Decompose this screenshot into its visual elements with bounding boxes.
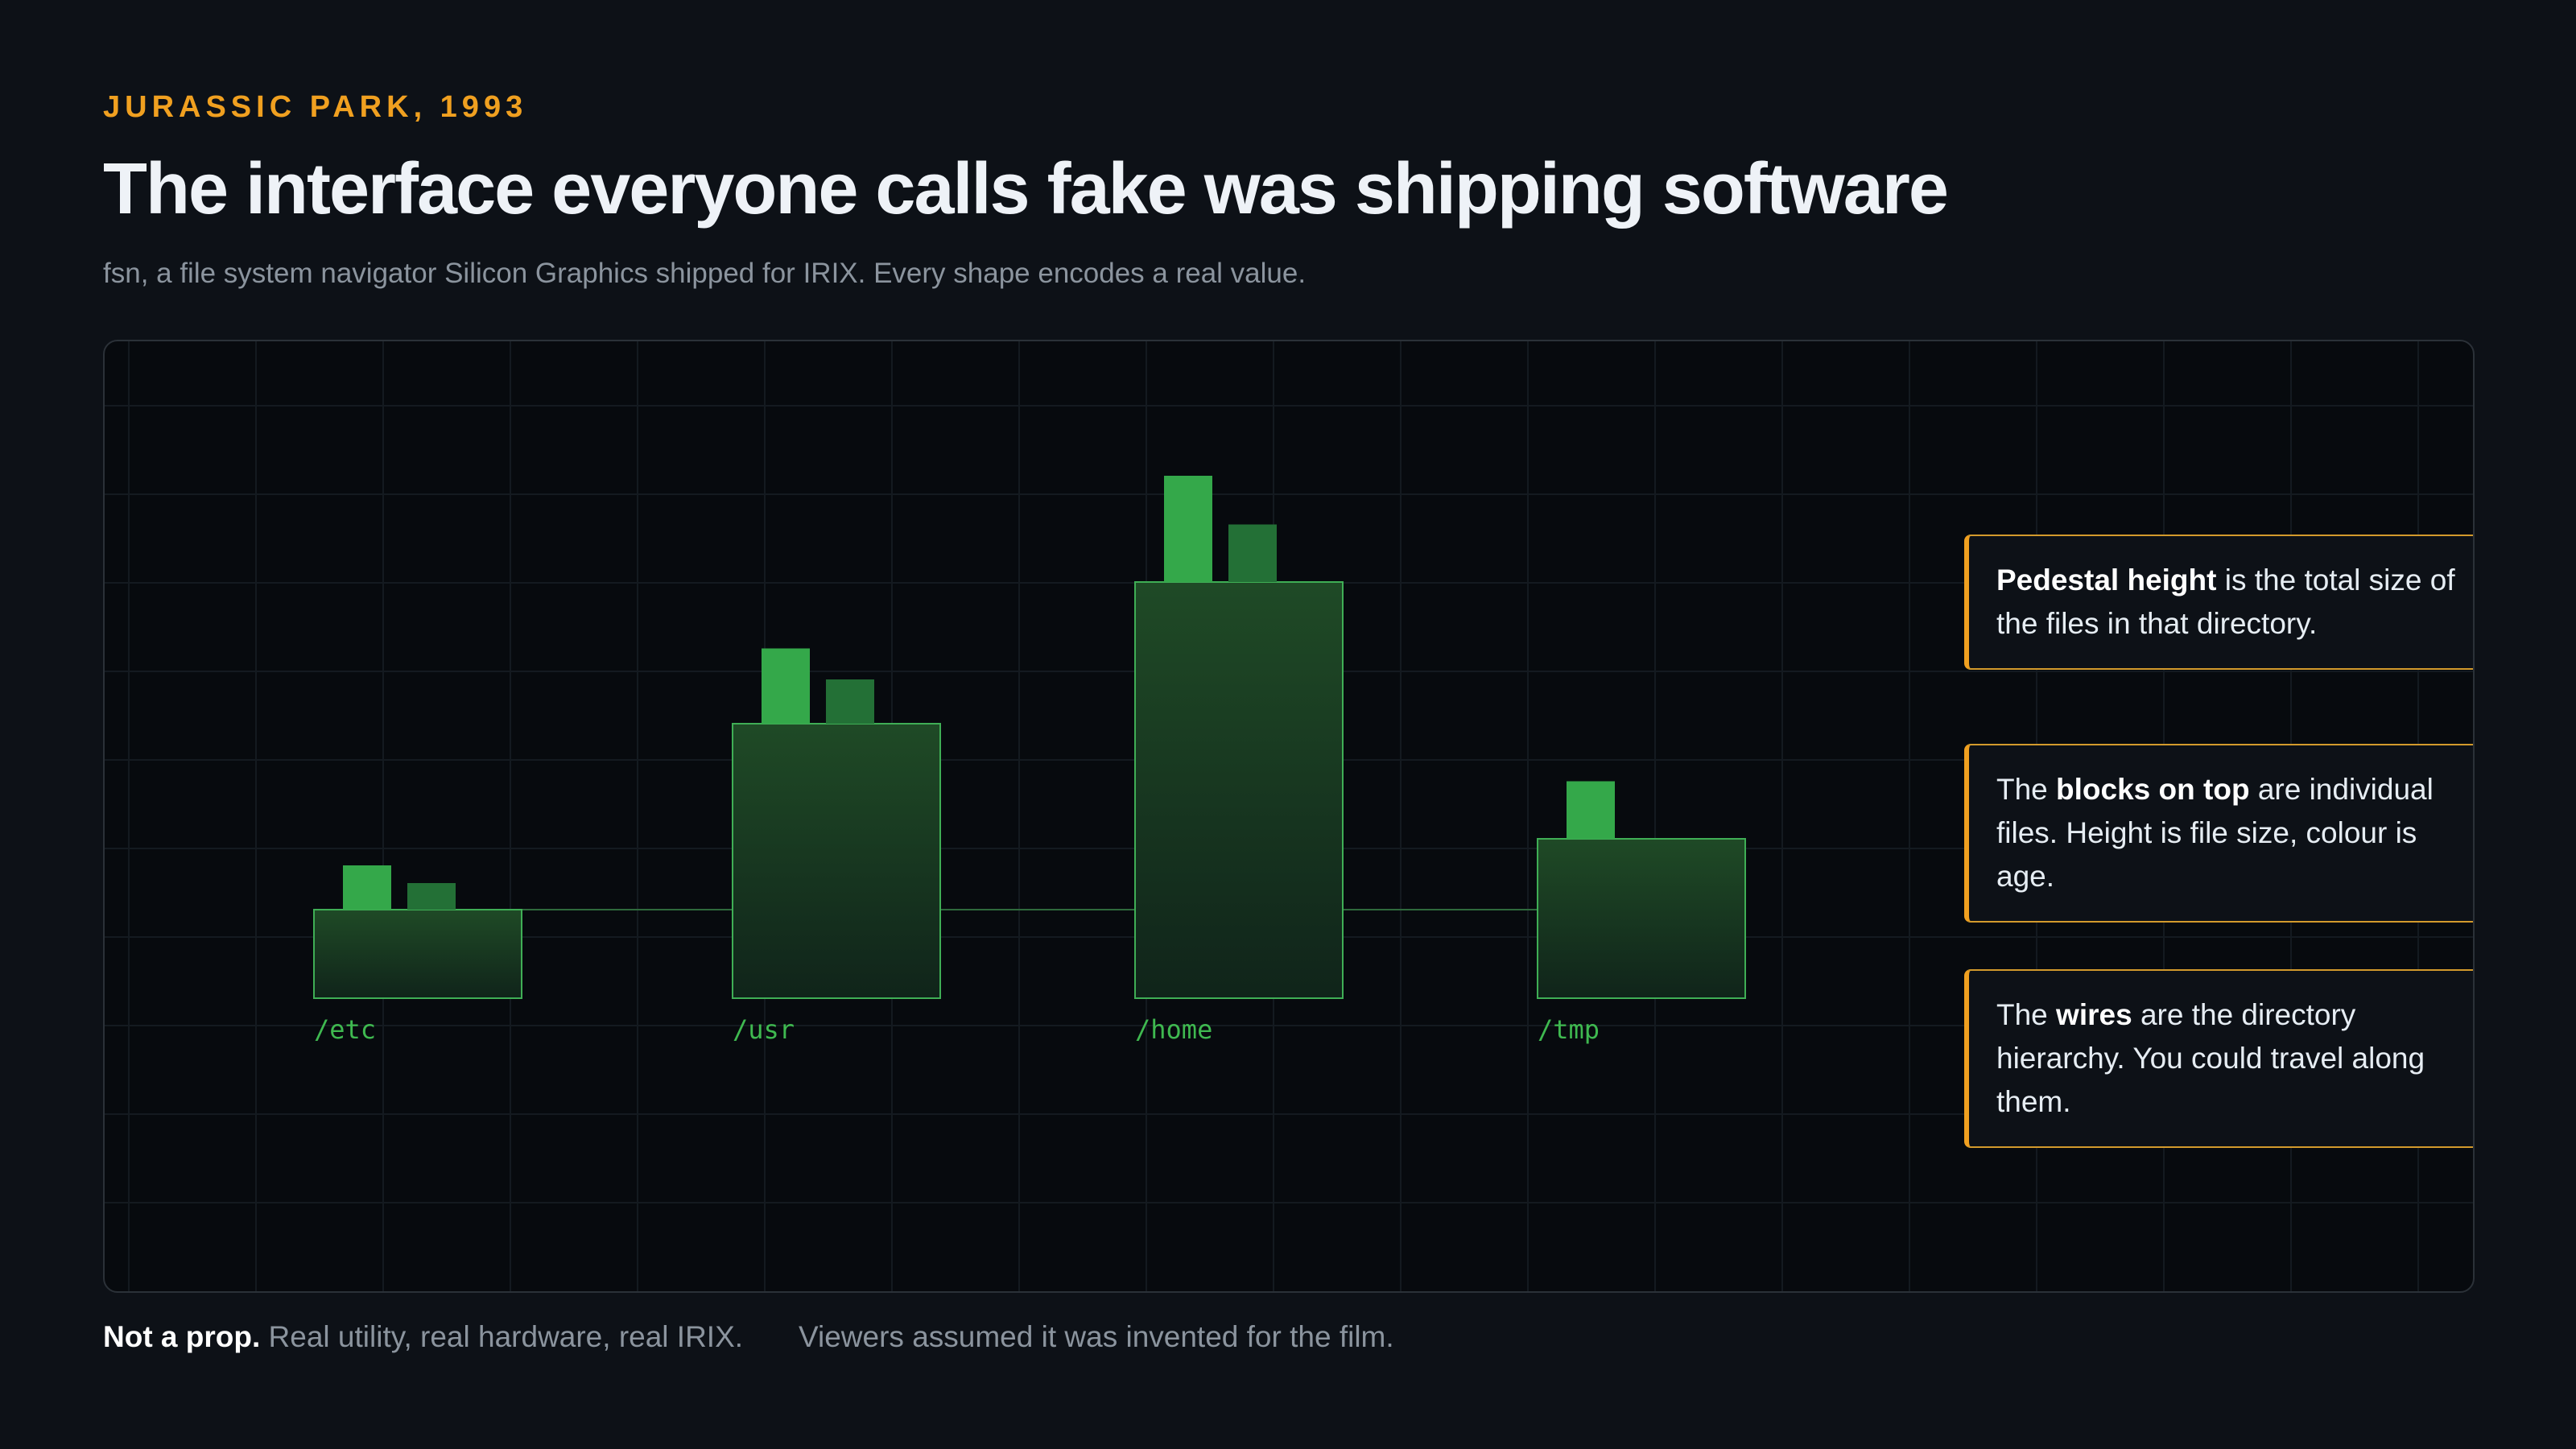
directory-node[interactable]: /usr: [732, 648, 941, 1046]
callout-pedestal-height: Pedestal height is the total size of the…: [1964, 535, 2473, 670]
file-block[interactable]: [343, 865, 391, 910]
file-block[interactable]: [1228, 524, 1277, 583]
directory-nodes: /etc/usr/home/tmp: [313, 476, 1746, 1046]
footer-bold: Not a prop.: [103, 1320, 261, 1353]
file-block[interactable]: [1164, 476, 1212, 582]
callout-blocks-on-top: The blocks on top are individual files. …: [1964, 744, 2473, 923]
footer-text: Real utility, real hardware, real IRIX.: [260, 1320, 744, 1353]
eyebrow-label: JURASSIC PARK, 1993: [103, 90, 528, 124]
fsn-diagram: /etc/usr/home/tmp: [105, 341, 2473, 1291]
directory-label: /home: [1135, 1014, 1212, 1045]
file-block[interactable]: [762, 648, 810, 724]
pedestal[interactable]: [732, 723, 941, 999]
directory-label: /tmp: [1538, 1014, 1600, 1045]
footer-statement: Not a prop. Real utility, real hardware,…: [103, 1320, 743, 1354]
pedestal[interactable]: [313, 909, 522, 999]
callout-text-after: is the total size of the files in that d…: [1996, 564, 2455, 640]
callout-text-before: The: [1996, 998, 2057, 1031]
pedestal[interactable]: [1134, 581, 1344, 999]
page-subtitle: fsn, a file system navigator Silicon Gra…: [103, 258, 1307, 289]
file-block[interactable]: [407, 883, 456, 910]
file-block[interactable]: [826, 679, 874, 724]
callout-text-after: are the directory hierarchy. You could t…: [1996, 998, 2425, 1118]
file-block[interactable]: [1567, 781, 1615, 840]
callout-bold-term: blocks on top: [2056, 773, 2250, 806]
callout-bold-term: wires: [2056, 998, 2132, 1031]
callout-bold-term: Pedestal height: [1996, 564, 2217, 597]
page-title: The interface everyone calls fake was sh…: [103, 149, 1949, 229]
directory-node[interactable]: /tmp: [1537, 781, 1746, 1046]
callout-text-before: The: [1996, 773, 2057, 806]
directory-node[interactable]: /home: [1134, 476, 1344, 1045]
directory-label: /usr: [733, 1014, 795, 1045]
callout-wires: The wires are the directory hierarchy. Y…: [1964, 969, 2473, 1148]
pedestal[interactable]: [1537, 838, 1746, 999]
directory-node[interactable]: /etc: [313, 865, 522, 1045]
directory-label: /etc: [314, 1014, 376, 1045]
fsn-diagram-panel: /etc/usr/home/tmp Pedestal height is the…: [103, 340, 2475, 1293]
footer-note: Viewers assumed it was invented for the …: [799, 1320, 1394, 1353]
callout-text-after: are individual files. Height is file siz…: [1996, 773, 2434, 893]
